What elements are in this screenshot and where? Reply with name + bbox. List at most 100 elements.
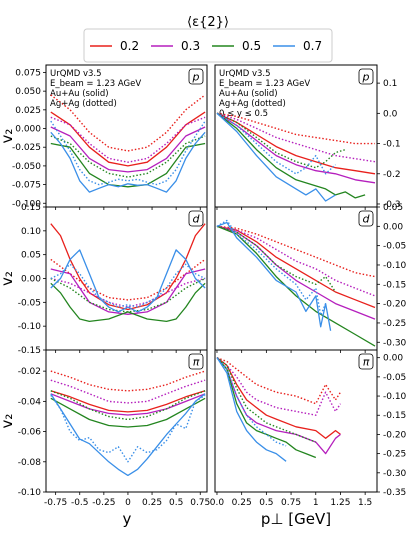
particle-label: p	[192, 71, 200, 84]
y-tick-label: -0.10	[18, 322, 42, 332]
info-line: Ag+Ag (dotted)	[50, 99, 117, 109]
y-tick-label: -0.25	[383, 319, 406, 329]
series-0.3-solid-line	[50, 268, 206, 315]
info-line: Au+Au (solid)	[50, 89, 109, 99]
y-tick-label: -0.10	[18, 488, 42, 498]
series-0.2-dotted-line	[50, 370, 206, 392]
x-tick-label: 0.25	[142, 498, 162, 508]
info-line: 0 ≤ y ≤ 0.5	[219, 109, 268, 119]
y-axis-label: v₂	[0, 414, 16, 429]
y-tick-label: -0.15	[18, 346, 41, 356]
series-0.3-solid-line	[50, 393, 206, 416]
x-tick-label: 0.25	[232, 498, 252, 508]
y-tick-label: 0.10	[21, 227, 41, 237]
info-line: Ag+Ag (dotted)	[219, 99, 286, 109]
series-0.7-solid-line	[50, 393, 206, 477]
y-tick-label: -0.20	[383, 430, 407, 440]
y-tick-label: 0.025	[15, 106, 41, 116]
y-tick-label: 0.050	[15, 87, 41, 97]
info-line: Au+Au (solid)	[219, 89, 278, 99]
y-tick-label: -0.025	[12, 143, 41, 153]
legend-frame	[83, 28, 333, 63]
series-0.7-solid-line	[216, 221, 332, 331]
series-0.3-solid-line	[216, 112, 376, 184]
y-tick-label: -0.04	[18, 397, 42, 407]
series-0.3-solid-line	[216, 225, 376, 320]
info-line: E_beam = 1.23 AGeV	[219, 79, 310, 89]
series-0.7-dotted-line	[216, 219, 327, 316]
series-0.5-dotted-line	[216, 112, 346, 169]
panel-0-0: 0.075 0.050 0.025 0.000 -0.025 -0.050 -0.075 -0…	[12, 68, 204, 210]
particle-badge	[188, 68, 204, 85]
y-tick-label: -0.050	[12, 162, 41, 172]
y-tick-label: -0.35	[383, 488, 406, 498]
column-frame	[45, 64, 208, 493]
legend-label-0.5: 0.5	[242, 39, 261, 53]
series-0.2-dotted-line	[50, 94, 206, 152]
particle-label: π	[363, 356, 370, 369]
series-0.5-dotted-line	[50, 135, 206, 178]
particle-badge	[358, 210, 374, 227]
y-tick-label: -0.10	[383, 261, 407, 271]
particle-label: π	[193, 356, 200, 369]
y-tick-label: 0.00	[383, 354, 403, 364]
series-0.5-solid-line	[50, 282, 206, 323]
column-frame	[214, 64, 378, 493]
panel-2-0: -0.02 -0.04 -0.06 -0.08 -0.10-0.75 -0.5 -0.25 0…	[18, 353, 210, 508]
y-tick-label: 0.0	[383, 109, 398, 119]
y-tick-label: -0.15	[383, 411, 406, 421]
series-0.3-dotted-line	[216, 112, 376, 163]
y-tick-label: -0.1	[383, 140, 401, 150]
y-tick-label: 0.000	[15, 125, 41, 135]
x-axis-label-left: y	[123, 510, 132, 528]
series-0.7-solid-line	[216, 112, 336, 202]
panel-2-1: 0.00 -0.05 -0.10 -0.15 -0.20 -0.25 -0.30 -0.35 0…	[210, 353, 407, 508]
y-tick-label: 0.05	[383, 203, 403, 213]
series-0.2-solid-line	[50, 223, 206, 311]
x-tick-label: -0.25	[92, 498, 115, 508]
x-tick-label: 1.25	[330, 498, 350, 508]
y-tick-label: -0.30	[383, 338, 407, 348]
series-0.5-solid-line	[216, 225, 376, 347]
series-0.2-solid-line	[216, 225, 376, 309]
panel-0-1: 0.1 0.0 -0.1 -0.2 -0.3 p UrQMD v3.5E_beam = 1.…	[216, 68, 401, 210]
y-tick-label: 0.05	[21, 251, 41, 261]
series-0.5-dotted-line	[216, 357, 317, 443]
series-0.5-solid-line	[50, 142, 206, 188]
particle-label: d	[363, 213, 371, 226]
particle-label: p	[362, 71, 370, 84]
particle-badge	[358, 68, 374, 85]
y-tick-label: 0.00	[21, 275, 41, 285]
series-0.7-dotted-line	[50, 120, 206, 186]
y-tick-label: -0.3	[383, 200, 401, 210]
series-0.3-solid-line	[50, 126, 206, 173]
y-tick-label: -0.30	[383, 469, 407, 479]
series-0.2-solid-line	[216, 357, 341, 439]
series-0.5-dotted-line	[50, 277, 206, 313]
y-tick-label: -0.02	[18, 367, 41, 377]
y-tick-label: 0.15	[21, 203, 41, 213]
x-axis-label-right: p⊥ [GeV]	[261, 510, 331, 528]
series-0.5-solid-line	[50, 397, 206, 428]
x-tick-label: 0.75	[281, 498, 301, 508]
series-0.7-dotted-line	[216, 112, 336, 175]
series-0.2-dotted-line	[216, 357, 342, 405]
series-0.2-dotted-line	[50, 258, 206, 301]
info-line: UrQMD v3.5	[219, 69, 271, 79]
y-tick-label: 0.1	[383, 79, 397, 89]
panels: 0.0750.0500.0250.000-0.025-0.050-0.075-0…	[0, 64, 407, 528]
y-tick-label: -0.2	[383, 170, 401, 180]
legend-label-0.7: 0.7	[303, 39, 322, 53]
series-0.3-dotted-line	[216, 225, 376, 297]
series-0.5-dotted-line	[216, 225, 337, 293]
y-tick-label: -0.05	[18, 298, 41, 308]
series-0.3-dotted-line	[50, 277, 206, 308]
x-tick-label: 0.0	[210, 498, 225, 508]
series-0.2-solid-line	[50, 390, 206, 413]
series-0.5-dotted-line	[50, 390, 206, 421]
x-tick-label: 0.5	[259, 498, 273, 508]
y-tick-label: 0.00	[383, 222, 403, 232]
series-0.3-dotted-line	[216, 357, 342, 416]
y-tick-label: -0.15	[383, 280, 406, 290]
legend-label-0.2: 0.2	[120, 39, 139, 53]
